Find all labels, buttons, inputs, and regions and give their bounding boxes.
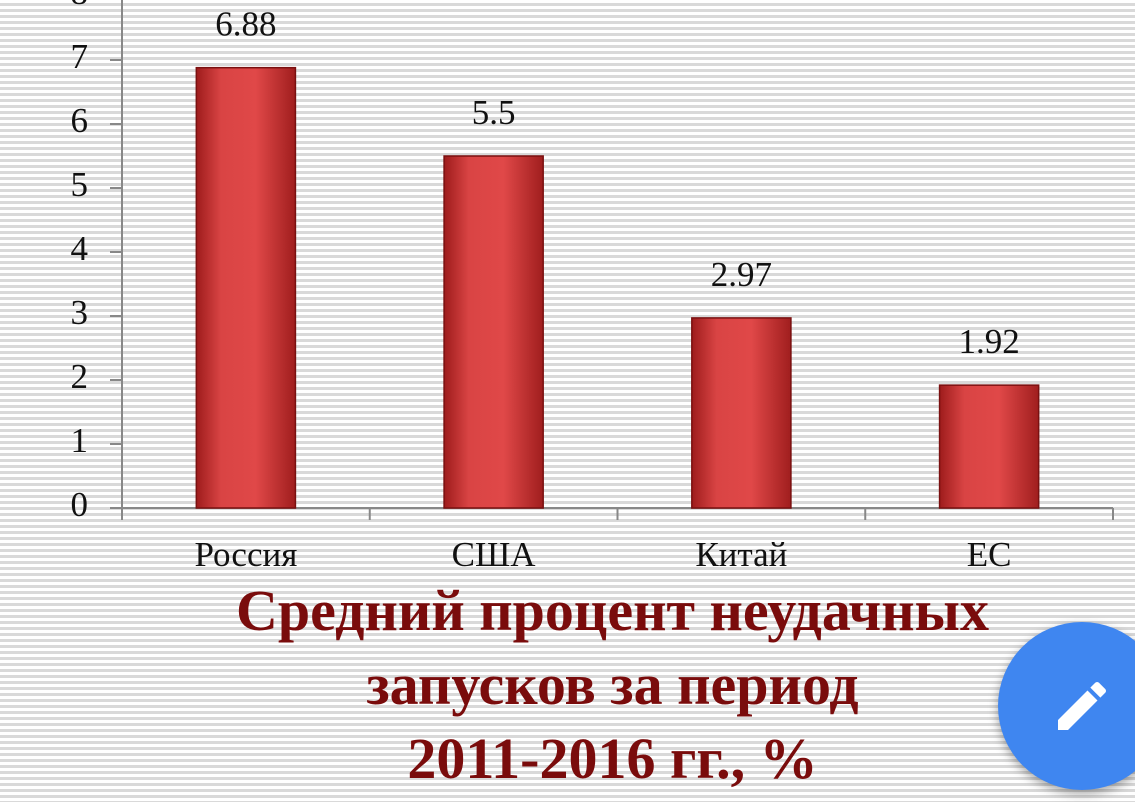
x-tick-label: Россия	[194, 535, 297, 574]
bar	[691, 317, 792, 509]
value-label: 2.97	[711, 255, 772, 294]
value-label: 1.92	[959, 322, 1020, 361]
y-tick-label: 4	[71, 229, 89, 268]
y-tick-label: 0	[71, 485, 89, 524]
chart-title: Средний процент неудачных запусков за пер…	[0, 574, 1135, 796]
value-label: 6.88	[215, 5, 276, 44]
bar	[938, 384, 1040, 509]
y-tick-label: 6	[71, 101, 89, 140]
y-tick-label: 3	[71, 293, 89, 332]
y-tick-label: 8	[71, 0, 89, 12]
value-label: 5.5	[472, 93, 516, 132]
title-line: запусков за период	[366, 652, 859, 717]
edit-button[interactable]	[998, 622, 1135, 790]
x-tick-label: США	[452, 535, 537, 574]
title-line: 2011-2016 гг., %	[407, 726, 818, 791]
bar	[443, 155, 544, 509]
pencil-icon	[1058, 681, 1107, 730]
x-tick-label: Китай	[695, 535, 787, 574]
x-tick-label: ЕС	[967, 535, 1012, 574]
y-tick-label: 1	[71, 421, 89, 460]
bar	[195, 66, 297, 509]
y-tick-label: 7	[71, 37, 89, 76]
y-tick-label: 5	[71, 165, 89, 204]
title-line: Средний процент неудачных	[236, 578, 989, 643]
y-tick-label: 2	[71, 357, 89, 396]
